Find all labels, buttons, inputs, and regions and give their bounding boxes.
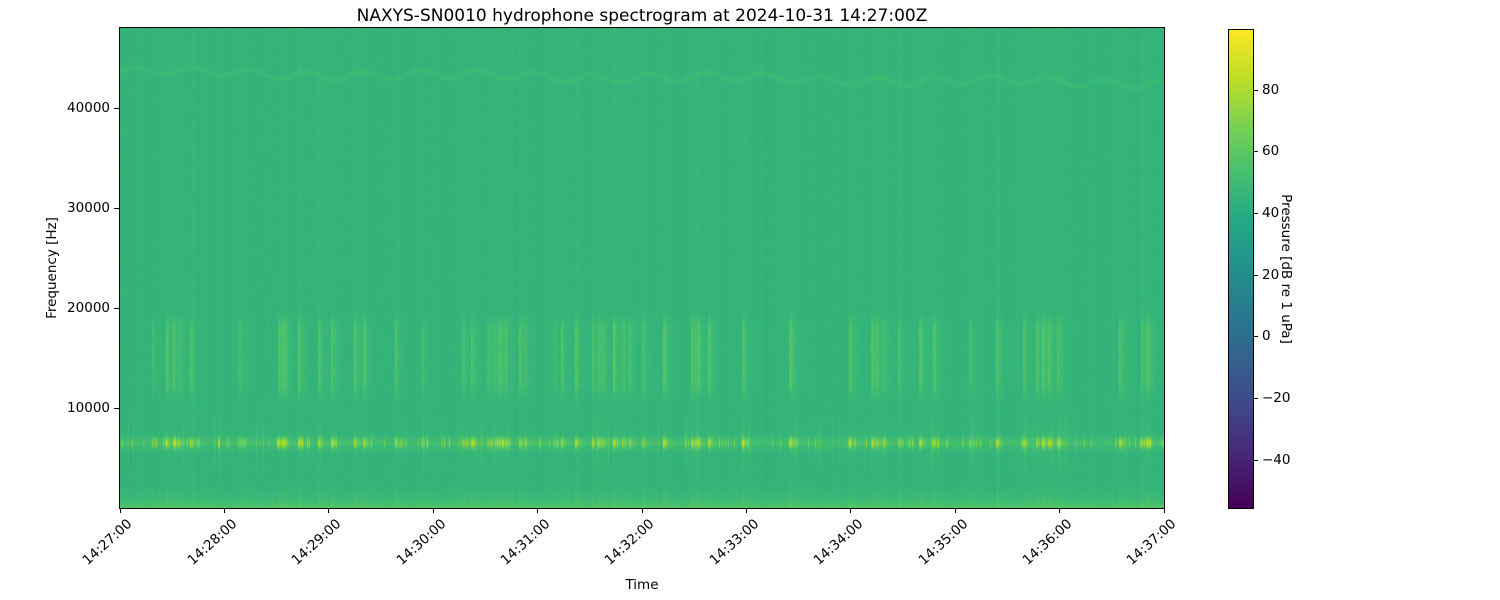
colorbar-tick-label: 80 <box>1262 81 1280 98</box>
x-tick-label: 14:36:00 <box>1019 516 1076 569</box>
colorbar-tick-mark <box>1254 274 1258 276</box>
x-tick-label: 14:31:00 <box>497 516 554 569</box>
y-tick-mark <box>114 207 119 209</box>
colorbar-tick-mark <box>1254 459 1258 461</box>
colorbar-tick-label: 20 <box>1262 266 1280 283</box>
colorbar-tick-label: −40 <box>1262 451 1291 468</box>
x-tick-mark <box>641 508 643 513</box>
x-tick-mark <box>119 508 121 513</box>
x-tick-label: 14:30:00 <box>393 516 449 569</box>
x-tick-mark <box>850 508 852 513</box>
chart-title: NAXYS-SN0010 hydrophone spectrogram at 2… <box>356 6 928 26</box>
colorbar-tick-label: 60 <box>1262 143 1280 160</box>
x-tick-label: 14:37:00 <box>1123 516 1180 569</box>
y-tick-mark <box>114 107 119 109</box>
y-tick-mark <box>114 307 119 309</box>
x-tick-mark <box>432 508 434 513</box>
x-tick-mark <box>537 508 539 513</box>
x-tick-mark <box>328 508 330 513</box>
plot-area <box>119 27 1165 509</box>
colorbar-gradient-canvas <box>1229 30 1253 508</box>
colorbar-tick-mark <box>1254 336 1258 338</box>
spectrogram-heatmap-canvas <box>120 28 1164 508</box>
colorbar-tick-label: −20 <box>1262 390 1291 407</box>
x-tick-mark <box>954 508 956 513</box>
x-tick-mark <box>1163 508 1165 513</box>
colorbar-tick-mark <box>1254 89 1258 91</box>
x-tick-mark <box>223 508 225 513</box>
x-tick-label: 14:28:00 <box>184 516 241 569</box>
x-tick-label: 14:32:00 <box>601 516 658 569</box>
y-tick-label: 40000 <box>67 99 110 116</box>
colorbar <box>1228 29 1254 509</box>
y-axis-label: Frequency [Hz] <box>44 217 60 319</box>
colorbar-tick-mark <box>1254 212 1258 214</box>
x-tick-mark <box>745 508 747 513</box>
x-tick-label: 14:34:00 <box>810 516 867 569</box>
colorbar-tick-label: 0 <box>1262 328 1271 345</box>
colorbar-tick-mark <box>1254 398 1258 400</box>
x-tick-label: 14:29:00 <box>288 516 345 569</box>
y-tick-label: 30000 <box>67 199 110 216</box>
x-axis-label: Time <box>625 577 659 593</box>
y-tick-mark <box>114 407 119 409</box>
y-tick-label: 20000 <box>67 299 110 316</box>
x-tick-mark <box>1059 508 1061 513</box>
colorbar-label: Pressure [dB re 1 uPa] <box>1278 194 1294 344</box>
x-tick-label: 14:33:00 <box>706 516 763 569</box>
colorbar-tick-label: 40 <box>1262 204 1280 221</box>
colorbar-tick-mark <box>1254 151 1258 153</box>
x-tick-label: 14:27:00 <box>79 516 136 569</box>
x-tick-label: 14:35:00 <box>915 516 971 569</box>
y-tick-label: 10000 <box>67 399 110 416</box>
